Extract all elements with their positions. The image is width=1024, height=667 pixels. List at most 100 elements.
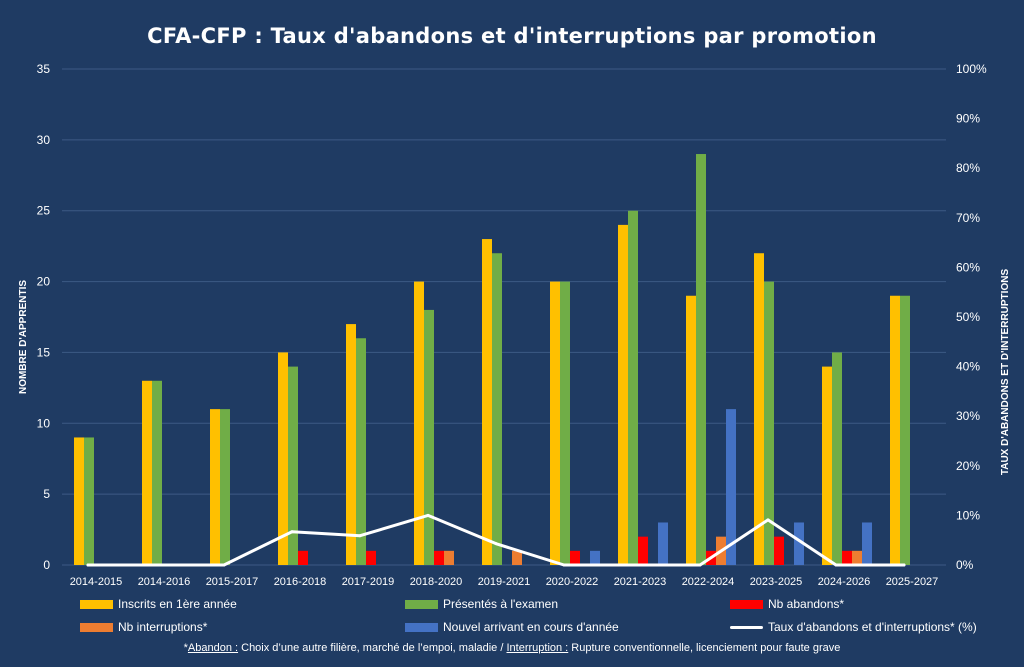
legend-item-inscrits: Inscrits en 1ère année [80,596,237,612]
bar-nouveaux [590,550,600,565]
y-tick-label: 10 [37,416,51,430]
y2-tick-label: 20% [956,459,980,473]
bar-presentes [152,380,162,565]
legend-swatch [730,599,763,609]
bar-abandons [842,550,852,565]
legend-label: Inscrits en 1ère année [118,597,237,611]
legend-item-abandons: Nb abandons* [730,596,844,612]
bar-presentes [628,210,638,565]
x-tick-label: 2016-2018 [274,576,327,588]
bar-nouveaux [726,409,736,565]
bar-interruptions [512,550,522,565]
y-tick-label: 30 [37,133,51,147]
bar-abandons [774,536,784,565]
bar-interruptions [852,550,862,565]
bar-inscrits [210,409,220,565]
footnote-interruption-label: Interruption : [506,642,569,654]
legend-label: Taux d'abandons et d'interruptions* (%) [768,620,977,634]
legend-item-taux: Taux d'abandons et d'interruptions* (%) [730,619,977,635]
y-tick-label: 35 [37,62,51,76]
y2-tick-label: 40% [956,360,980,374]
y2-tick-label: 10% [956,508,980,522]
x-tick-label: 2021-2023 [614,576,667,588]
y2-tick-label: 70% [956,211,980,225]
y-tick-label: 15 [37,345,51,359]
y-tick-label: 0 [43,558,50,572]
y2-tick-label: 50% [956,310,980,324]
bar-nouveaux [862,522,872,565]
x-tick-label: 2014-2015 [70,576,123,588]
x-tick-label: 2025-2027 [886,576,939,588]
bar-inscrits [482,239,492,566]
bar-presentes [288,366,298,565]
bar-nouveaux [658,522,668,565]
y2-tick-label: 90% [956,112,980,126]
legend-item-nouveaux: Nouvel arrivant en cours d'année [405,619,619,635]
x-tick-label: 2015-2017 [206,576,259,588]
bar-abandons [570,550,580,565]
legend-swatch [405,622,438,632]
point-taux [290,530,294,534]
bar-inscrits [686,295,696,565]
legend-item-presentes: Présentés à l'examen [405,596,558,612]
bar-abandons [638,536,648,565]
bar-presentes [220,409,230,565]
legend-swatch [405,599,438,609]
x-tick-label: 2020-2022 [546,576,599,588]
legend-label: Nb interruptions* [118,620,208,634]
bar-inscrits [142,380,152,565]
footnote-interruption-text: Rupture conventionnelle, licenciement po… [568,642,841,654]
x-tick-label: 2022-2024 [682,576,735,588]
bar-nouveaux [794,522,804,565]
point-taux [698,563,702,567]
x-tick-label: 2018-2020 [410,576,463,588]
bar-inscrits [74,437,84,565]
bar-inscrits [278,352,288,565]
y2-tick-label: 80% [956,161,980,175]
point-taux [358,534,362,538]
footnote-abandon-label: Abandon : [187,642,239,654]
legend-label: Nb abandons* [768,597,845,611]
legend-swatch [80,599,113,609]
y-tick-label: 25 [37,204,51,218]
bar-presentes [560,281,570,565]
bar-inscrits [550,281,560,565]
bar-inscrits [346,324,356,565]
point-taux [630,563,634,567]
legend-item-interruptions: Nb interruptions* [80,619,207,635]
y2-tick-label: 100% [956,62,987,76]
bar-inscrits [754,253,764,565]
y2-tick-label: 30% [956,409,980,423]
point-taux [426,513,430,517]
point-taux [86,563,90,567]
bar-interruptions [444,550,454,565]
bar-presentes [492,253,502,565]
point-taux [766,518,770,522]
x-tick-label: 2014-2016 [138,576,191,588]
x-tick-label: 2019-2021 [478,576,531,588]
point-taux [154,563,158,567]
footnote-abandon-text: Choix d’une autre filière, marché de l’e… [238,642,507,654]
x-tick-label: 2017-2019 [342,576,395,588]
point-taux [222,563,226,567]
point-taux [494,542,498,546]
bar-abandons [366,550,376,565]
chart-title: CFA-CFP : Taux d'abandons et d'interrupt… [147,24,877,48]
point-taux [834,563,838,567]
point-taux [902,563,906,567]
bar-presentes [356,338,366,565]
y2-tick-label: 60% [956,260,980,274]
bar-presentes [696,154,706,565]
bar-inscrits [618,224,628,565]
bar-inscrits [414,281,424,565]
bar-presentes [84,437,94,565]
legend-swatch [730,625,763,629]
y-tick-label: 20 [37,275,51,289]
bar-presentes [424,309,434,565]
bar-presentes [900,295,910,565]
bar-presentes [764,281,774,565]
legend-swatch [80,622,113,632]
y-tick-label: 5 [43,487,50,501]
legend-label: Présentés à l'examen [443,597,559,611]
